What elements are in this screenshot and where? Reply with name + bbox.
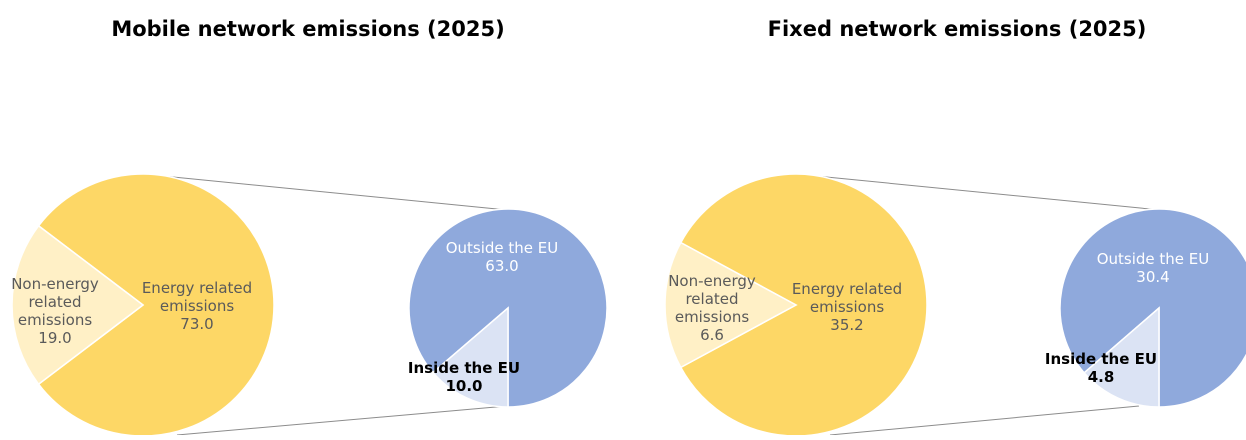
svg-text:Outside the EU: Outside the EU <box>446 239 559 257</box>
svg-text:Energy related: Energy related <box>142 279 252 297</box>
fixed-chart: Fixed network emissions (2025) Non-energ… <box>664 17 1246 437</box>
fixed-chart-title: Fixed network emissions (2025) <box>768 17 1147 41</box>
mobile-connector-bottom <box>176 405 508 436</box>
fixed-slice-inside-eu <box>1083 306 1160 408</box>
fixed-value-energy: 35.2 <box>830 316 863 334</box>
mobile-value-non-energy: 19.0 <box>38 329 71 347</box>
fixed-label-energy: Energy related emissions 35.2 <box>792 280 902 334</box>
svg-text:emissions: emissions <box>18 311 92 329</box>
fixed-label-non-energy: Non-energy related emissions 6.6 <box>668 272 756 344</box>
svg-text:Inside the EU: Inside the EU <box>408 359 520 377</box>
fixed-slice-outside-eu <box>1059 208 1246 408</box>
svg-text:related: related <box>28 293 81 311</box>
mobile-label-energy: Energy related emissions 73.0 <box>142 279 252 333</box>
mobile-label-inside-eu: Inside the EU 10.0 <box>408 359 520 395</box>
mobile-value-inside-eu: 10.0 <box>445 377 482 395</box>
svg-text:Outside the EU: Outside the EU <box>1097 250 1210 268</box>
mobile-value-outside-eu: 63.0 <box>485 257 518 275</box>
mobile-chart: Mobile network emissions (2025) Non-ener… <box>11 17 608 437</box>
mobile-value-energy: 73.0 <box>180 315 213 333</box>
mobile-label-non-energy: Non-energy related emissions 19.0 <box>11 275 99 347</box>
svg-text:Non-energy: Non-energy <box>668 272 756 290</box>
svg-text:emissions: emissions <box>810 298 884 316</box>
fixed-value-outside-eu: 30.4 <box>1136 268 1169 286</box>
svg-text:Inside the EU: Inside the EU <box>1045 350 1157 368</box>
svg-text:emissions: emissions <box>160 297 234 315</box>
fixed-connector-top <box>805 174 1161 211</box>
fixed-value-inside-eu: 4.8 <box>1088 368 1115 386</box>
mobile-connector-top <box>152 174 508 211</box>
mobile-slice-energy <box>37 173 275 437</box>
fixed-slice-non-energy <box>664 241 798 369</box>
svg-text:related: related <box>685 290 738 308</box>
fixed-label-outside-eu: Outside the EU 30.4 <box>1097 250 1210 286</box>
fixed-value-non-energy: 6.6 <box>700 326 724 344</box>
mobile-label-outside-eu: Outside the EU 63.0 <box>446 239 559 275</box>
fixed-connector-bottom <box>829 405 1140 436</box>
svg-text:emissions: emissions <box>675 308 749 326</box>
mobile-slice-inside-eu <box>431 306 509 408</box>
fixed-slice-energy <box>679 173 928 437</box>
mobile-chart-title: Mobile network emissions (2025) <box>111 17 504 41</box>
fixed-label-inside-eu: Inside the EU 4.8 <box>1045 350 1157 386</box>
svg-text:Non-energy: Non-energy <box>11 275 99 293</box>
svg-text:Energy related: Energy related <box>792 280 902 298</box>
mobile-slice-non-energy <box>11 224 145 386</box>
